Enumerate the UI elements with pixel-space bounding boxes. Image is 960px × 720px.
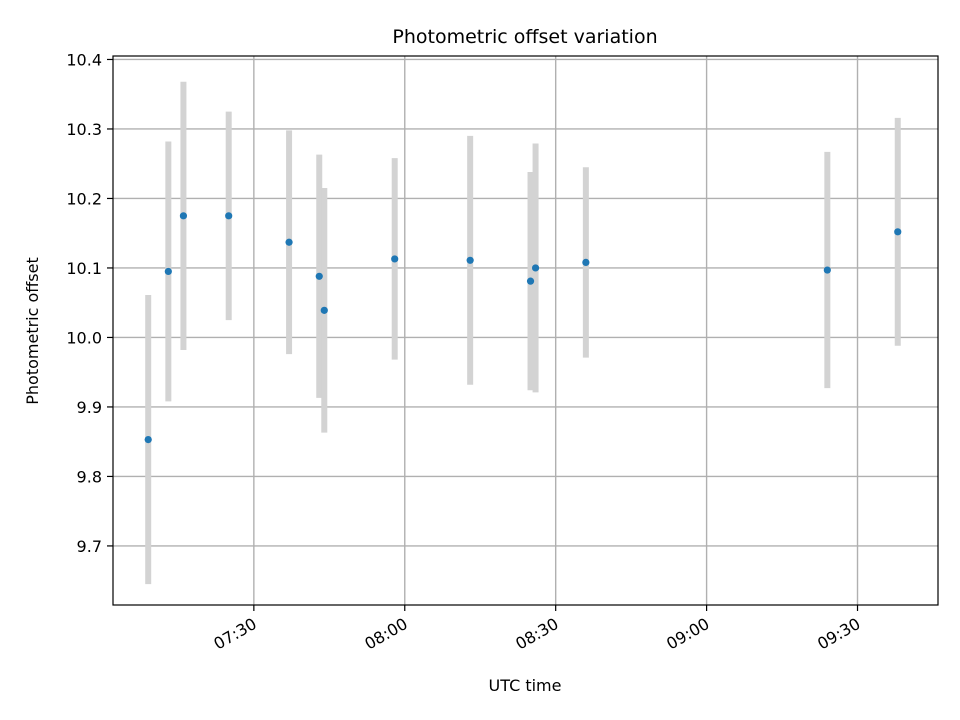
chart-title: Photometric offset variation [392, 26, 657, 48]
data-point [315, 272, 323, 280]
data-points [144, 212, 902, 444]
grid-lines [113, 56, 938, 605]
data-point [179, 212, 188, 220]
y-axis-ticks: 9.7 9.8 9.9 10.0 10.1 10.2 10.3 10.4 [66, 50, 113, 556]
y-tick-label: 10.3 [66, 120, 102, 139]
data-point [285, 238, 293, 246]
y-tick-label: 10.4 [66, 50, 102, 69]
y-tick-label: 10.2 [66, 189, 102, 208]
y-axis-label: Photometric offset [23, 257, 42, 405]
data-point [144, 436, 152, 444]
data-point [894, 228, 902, 236]
y-tick-label: 9.8 [77, 467, 102, 486]
data-point [164, 267, 172, 276]
data-point [526, 277, 535, 285]
plot-frame [112, 55, 939, 606]
data-point [391, 255, 399, 263]
y-tick-label: 9.7 [77, 537, 102, 556]
x-axis-label: UTC time [489, 676, 562, 695]
data-point [582, 258, 590, 266]
data-point [466, 256, 474, 264]
y-tick-label: 10.1 [66, 259, 102, 278]
data-point [320, 306, 328, 314]
data-point [823, 266, 831, 274]
y-tick-label: 9.9 [77, 398, 102, 417]
y-tick-label: 10.0 [66, 328, 102, 347]
data-point [531, 264, 540, 272]
data-point [225, 212, 233, 220]
